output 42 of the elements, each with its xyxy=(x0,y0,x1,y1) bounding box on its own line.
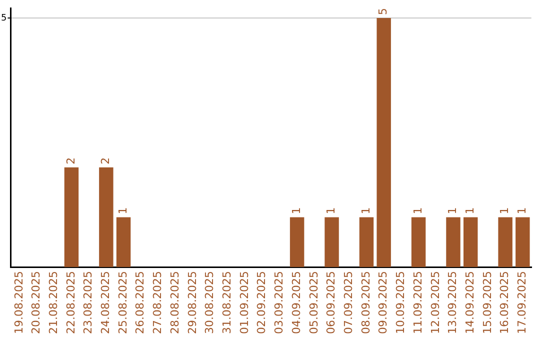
x-tick-label: 02.09.2025 xyxy=(255,271,268,334)
x-tick-label: 09.09.2025 xyxy=(376,271,390,334)
x-tick-label: 26.08.2025 xyxy=(134,271,147,334)
x-tick-label: 15.09.2025 xyxy=(480,271,494,334)
x-tick-label: 25.08.2025 xyxy=(116,271,130,334)
x-tick-label: 14.09.2025 xyxy=(463,271,476,334)
x-tick-label: 05.09.2025 xyxy=(307,271,320,334)
data-label: 1 xyxy=(463,207,476,214)
data-label: 1 xyxy=(116,207,130,214)
x-tick-label: 06.09.2025 xyxy=(324,271,338,334)
x-tick-label: 29.08.2025 xyxy=(186,271,199,334)
data-label: 1 xyxy=(290,207,303,214)
x-tick-label: 12.09.2025 xyxy=(428,271,442,334)
data-label: 1 xyxy=(446,207,460,214)
x-tick-label: 08.09.2025 xyxy=(359,271,372,334)
data-label: 1 xyxy=(324,207,338,214)
x-tick-label: 20.08.2025 xyxy=(30,271,43,334)
x-tick-label: 22.08.2025 xyxy=(64,271,78,334)
x-tick-label: 17.09.2025 xyxy=(516,271,529,334)
x-tick-label: 21.08.2025 xyxy=(46,271,60,334)
data-label: 5 xyxy=(376,8,390,15)
data-label: 1 xyxy=(359,207,372,214)
x-tick-label: 28.08.2025 xyxy=(168,271,182,334)
x-tick-label: 03.09.2025 xyxy=(272,271,286,334)
data-label: 1 xyxy=(498,207,512,214)
x-tick-label: 11.09.2025 xyxy=(411,271,424,334)
x-tick-label: 10.09.2025 xyxy=(394,271,408,334)
data-label: 2 xyxy=(64,157,78,164)
x-tick-label: 16.09.2025 xyxy=(498,271,512,334)
x-tick-label: 30.08.2025 xyxy=(203,271,216,334)
x-tick-label: 31.08.2025 xyxy=(220,271,234,334)
data-label: 1 xyxy=(516,207,529,214)
data-label: 1 xyxy=(411,207,424,214)
x-tick-label: 13.09.2025 xyxy=(446,271,460,334)
x-tick-label: 19.08.2025 xyxy=(12,271,26,334)
x-tick-label: 04.09.2025 xyxy=(290,271,303,334)
x-tick-label: 27.08.2025 xyxy=(151,271,164,334)
x-tick-label: 07.09.2025 xyxy=(342,271,355,334)
data-label: 2 xyxy=(99,157,112,164)
x-tick-label: 24.08.2025 xyxy=(99,271,112,334)
x-tick-label: 23.08.2025 xyxy=(82,271,95,334)
x-tick-label: 01.09.2025 xyxy=(238,271,251,334)
